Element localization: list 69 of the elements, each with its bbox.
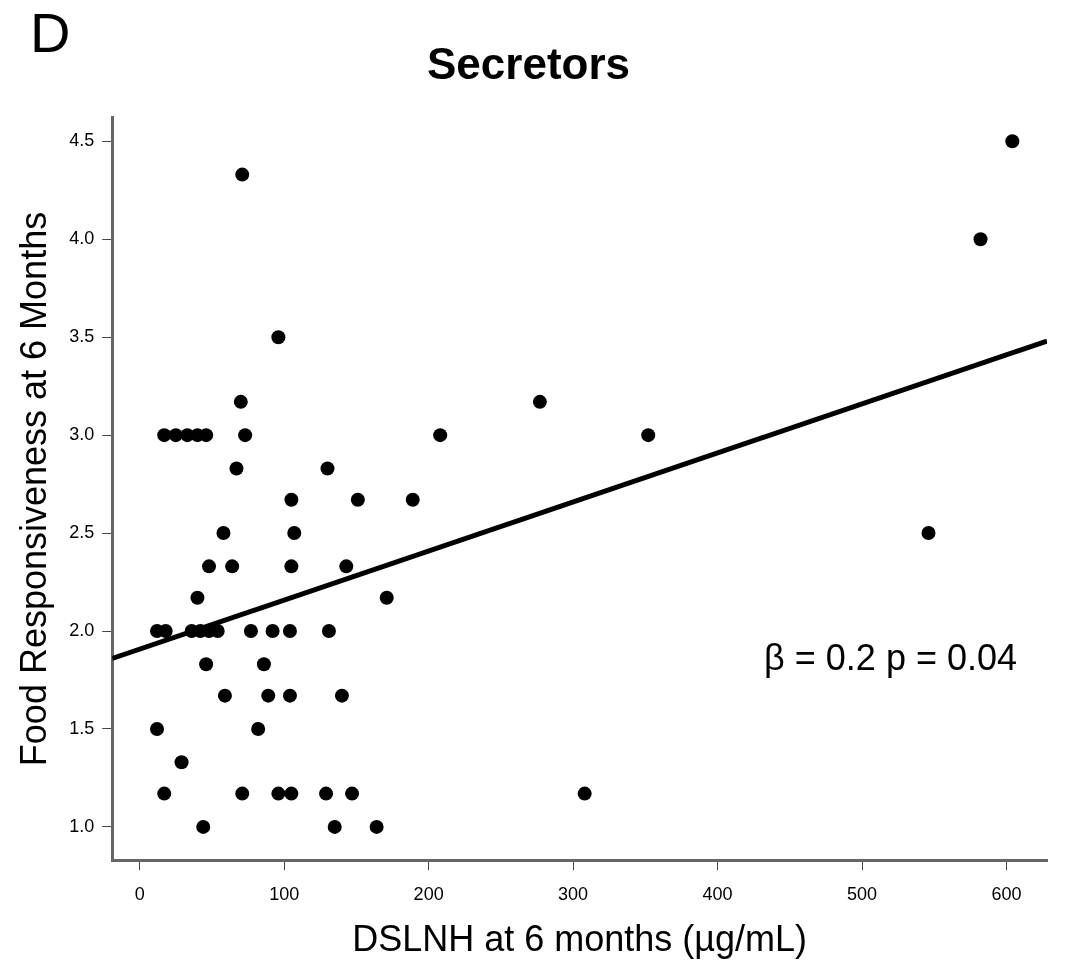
point xyxy=(282,688,297,703)
point xyxy=(256,657,271,672)
point xyxy=(327,819,342,834)
point xyxy=(235,786,250,801)
point xyxy=(641,428,656,443)
point xyxy=(168,428,183,443)
y-tick-label: 1.0 xyxy=(69,815,95,836)
x-tick-label: 400 xyxy=(702,883,733,904)
point xyxy=(405,492,420,507)
y-axis-title: Food Responsiveness at 6 Months xyxy=(12,211,54,767)
x-tick-label: 200 xyxy=(413,883,444,904)
point xyxy=(320,461,335,476)
point xyxy=(921,526,936,541)
point xyxy=(174,755,189,770)
point xyxy=(271,786,286,801)
point xyxy=(229,461,244,476)
point xyxy=(265,624,280,639)
point xyxy=(321,624,336,639)
point xyxy=(973,232,988,247)
point xyxy=(243,624,258,639)
x-tick-label: 0 xyxy=(134,883,145,904)
point xyxy=(202,559,217,574)
point xyxy=(379,590,394,605)
chart-title: Secretors xyxy=(426,38,631,88)
y-tick-label: 4.5 xyxy=(69,130,95,151)
point xyxy=(150,721,165,736)
y-tick-label: 3.5 xyxy=(69,326,95,347)
point xyxy=(345,786,360,801)
point xyxy=(433,428,448,443)
point xyxy=(271,330,286,345)
x-tick-label: 300 xyxy=(558,883,589,904)
point xyxy=(284,492,299,507)
point xyxy=(1005,134,1020,149)
y-tick-label: 1.5 xyxy=(69,717,95,738)
point xyxy=(284,559,299,574)
point xyxy=(157,786,172,801)
point xyxy=(190,590,205,605)
point xyxy=(339,559,354,574)
point xyxy=(577,786,592,801)
x-tick-label: 600 xyxy=(991,883,1022,904)
point xyxy=(282,624,297,639)
point xyxy=(157,428,172,443)
point xyxy=(225,559,240,574)
point xyxy=(233,394,248,409)
x-axis-title: DSLNH at 6 months (µg/mL) xyxy=(352,918,808,960)
x-tick-label: 100 xyxy=(269,883,300,904)
text: D xyxy=(30,0,71,65)
point xyxy=(284,786,299,801)
x-tick-label: 500 xyxy=(847,883,878,904)
y-tick-label: 2.5 xyxy=(69,522,95,543)
point xyxy=(287,526,302,541)
point xyxy=(196,819,211,834)
point xyxy=(261,688,276,703)
point xyxy=(251,721,266,736)
point xyxy=(199,657,214,672)
point xyxy=(235,167,250,182)
point xyxy=(532,394,547,409)
point xyxy=(319,786,334,801)
annotation: β = 0.2 p = 0.04 xyxy=(764,636,1017,678)
y-tick-label: 3.0 xyxy=(69,424,95,445)
point xyxy=(350,492,365,507)
y-tick-label: 2.0 xyxy=(69,619,95,640)
point xyxy=(217,688,232,703)
point xyxy=(369,819,384,834)
point xyxy=(199,428,214,443)
y-tick-label: 4.0 xyxy=(69,228,95,249)
point xyxy=(238,428,253,443)
point xyxy=(334,688,349,703)
point xyxy=(216,526,231,541)
